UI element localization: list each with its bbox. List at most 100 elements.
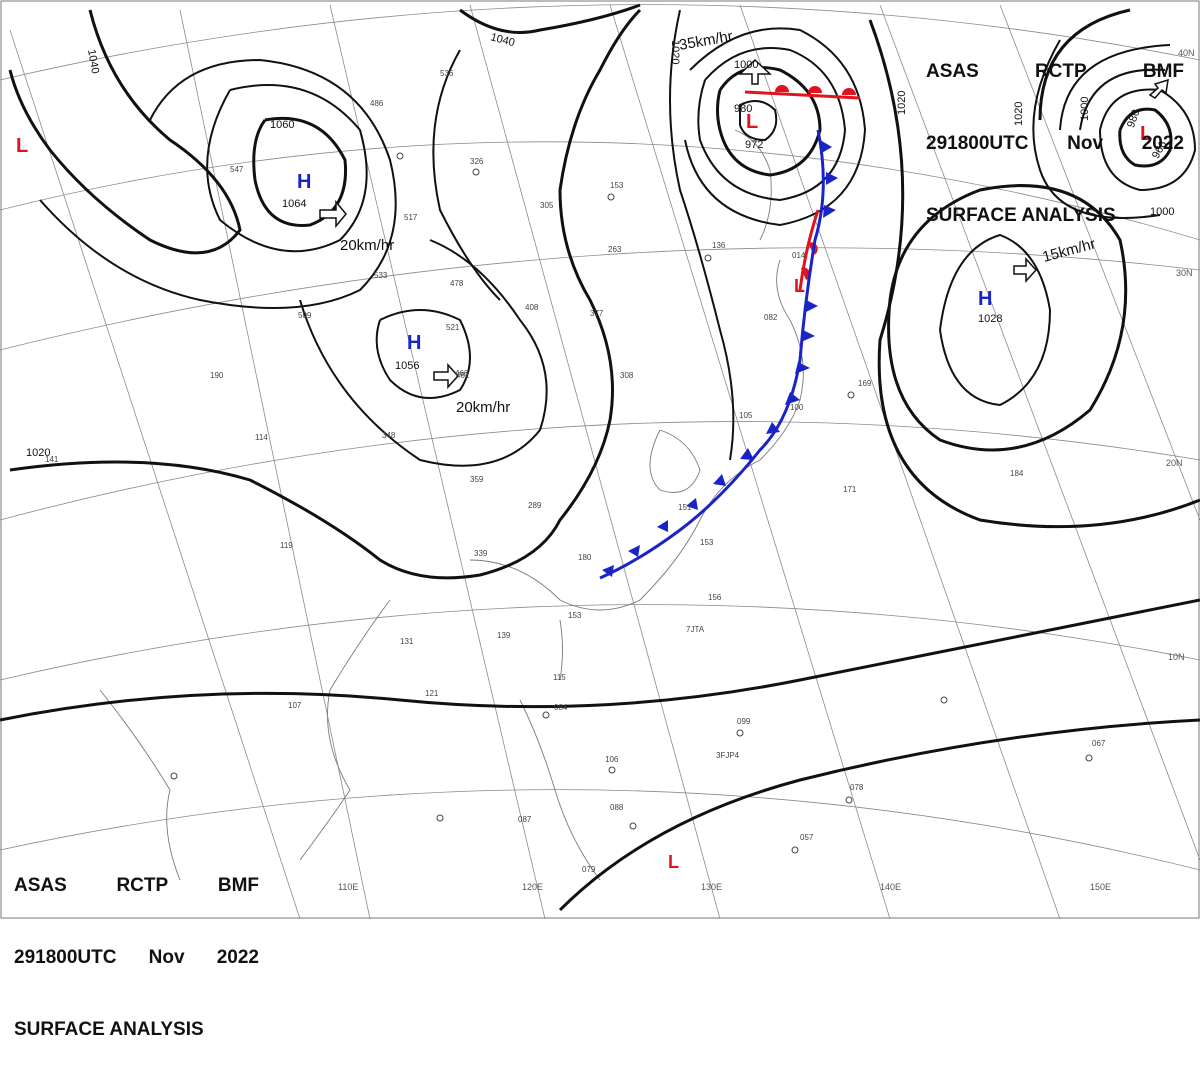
svg-text:1000: 1000 (734, 59, 758, 71)
header-time: 291800UTC (14, 947, 117, 968)
motion-label: 20km/hr (456, 399, 510, 416)
svg-text:120E: 120E (522, 882, 543, 892)
svg-text:088: 088 (610, 803, 624, 812)
high-symbol: H (297, 171, 311, 193)
header-year: 2022 (216, 947, 259, 968)
svg-text:131: 131 (400, 637, 414, 646)
header-month: Nov (1067, 133, 1104, 154)
svg-text:100: 100 (790, 403, 804, 412)
header-title: SURFACE ANALYSIS (926, 205, 1116, 226)
svg-text:180: 180 (578, 553, 592, 562)
header-center: BMF (1142, 61, 1184, 82)
svg-text:517: 517 (404, 213, 418, 222)
low-symbol: L (16, 135, 28, 157)
svg-text:308: 308 (620, 371, 634, 380)
svg-text:151: 151 (678, 503, 692, 512)
svg-text:478: 478 (450, 279, 464, 288)
svg-text:533: 533 (374, 271, 388, 280)
svg-text:359: 359 (470, 475, 484, 484)
high-value: 1056 (395, 360, 419, 372)
svg-text:1020: 1020 (669, 40, 681, 64)
svg-text:326: 326 (470, 157, 484, 166)
svg-text:466: 466 (455, 369, 469, 378)
svg-text:136: 136 (712, 241, 726, 250)
svg-text:153: 153 (568, 611, 582, 620)
svg-text:348: 348 (382, 431, 396, 440)
svg-text:141: 141 (45, 455, 59, 464)
svg-text:509: 509 (298, 311, 312, 320)
cold-front (599, 129, 838, 580)
svg-text:153: 153 (610, 181, 624, 190)
latitude-labels: 40N 30N 20N 10N (1166, 48, 1195, 662)
svg-text:121: 121 (425, 689, 439, 698)
svg-text:153: 153 (700, 538, 714, 547)
svg-text:184: 184 (1010, 469, 1024, 478)
svg-text:1040: 1040 (85, 48, 101, 74)
warm-front (744, 85, 861, 291)
header-station: RCTP (116, 875, 169, 896)
high-value: 1064 (282, 198, 306, 210)
svg-text:339: 339 (474, 549, 488, 558)
svg-text:20N: 20N (1166, 458, 1183, 468)
isobar-labels: 1040 1040 1020 1060 1000 980 1020 1020 1… (26, 31, 1174, 459)
low-symbol: L (1140, 123, 1152, 145)
svg-text:1000: 1000 (1150, 206, 1174, 218)
svg-text:305: 305 (540, 201, 554, 210)
svg-text:171: 171 (843, 485, 857, 494)
svg-text:547: 547 (230, 165, 244, 174)
svg-text:114: 114 (255, 433, 268, 442)
svg-text:1060: 1060 (270, 119, 294, 131)
high-value: 1028 (978, 313, 1002, 325)
station-markers (170, 152, 1093, 854)
graticule (0, 4, 1200, 919)
svg-text:1000: 1000 (1079, 97, 1091, 121)
svg-text:107: 107 (288, 701, 302, 710)
svg-text:536: 536 (440, 69, 454, 78)
svg-text:486: 486 (370, 99, 384, 108)
map-frame (0, 0, 1200, 919)
svg-text:980: 980 (1125, 108, 1143, 129)
header-month: Nov (148, 947, 185, 968)
header-block-bottom: ASAS RCTP BMF 291800UTC Nov 2022 SURFACE… (14, 826, 259, 1066)
svg-text:078: 078 (850, 783, 864, 792)
svg-text:110E: 110E (338, 882, 358, 892)
coastlines (99, 129, 804, 881)
header-line: ASAS RCTP BMF (14, 874, 259, 898)
svg-text:079: 079 (582, 865, 596, 874)
high-symbol: H (407, 332, 421, 354)
svg-text:139: 139 (497, 631, 511, 640)
header-issuer: ASAS (14, 875, 67, 896)
svg-text:1020: 1020 (1013, 102, 1025, 126)
svg-text:7JTA: 7JTA (686, 625, 705, 634)
svg-text:057: 057 (800, 833, 814, 842)
svg-text:289: 289 (528, 501, 542, 510)
svg-text:014: 014 (792, 251, 806, 260)
weather-map: H 1064 H 1056 H 1028 L 972 L 966 L L L 1… (0, 0, 1200, 919)
svg-text:190: 190 (210, 371, 224, 380)
svg-text:1020: 1020 (26, 447, 50, 459)
svg-text:408: 408 (525, 303, 539, 312)
isobars (0, 3, 1200, 912)
svg-text:140E: 140E (880, 882, 901, 892)
header-block-top: ASAS RCTP BMF 291800UTC Nov 2022 SURFACE… (926, 12, 1184, 252)
svg-text:40N: 40N (1178, 48, 1195, 58)
svg-text:105: 105 (739, 411, 753, 420)
svg-text:099: 099 (737, 717, 751, 726)
motion-arrows (319, 58, 1169, 389)
svg-text:119: 119 (280, 541, 293, 550)
svg-text:3FJP4: 3FJP4 (716, 751, 740, 760)
high-symbol: H (978, 288, 992, 310)
header-line: 291800UTC Nov 2022 (14, 946, 259, 970)
svg-text:377: 377 (590, 309, 604, 318)
station-plots: 536 486 326 305 153 547 517 533 478 408 … (45, 69, 1106, 874)
svg-text:115: 115 (553, 673, 566, 682)
svg-text:30N: 30N (1176, 268, 1193, 278)
svg-text:169: 169 (858, 379, 872, 388)
low-symbol: L (746, 111, 758, 133)
header-title: SURFACE ANALYSIS (14, 1019, 204, 1040)
svg-text:150E: 150E (1090, 882, 1111, 892)
svg-text:461: 461 (456, 371, 470, 380)
header-station: RCTP (1034, 61, 1087, 82)
longitude-labels: 110E 120E 130E 140E 150E (338, 882, 1111, 892)
svg-text:521: 521 (446, 323, 460, 332)
